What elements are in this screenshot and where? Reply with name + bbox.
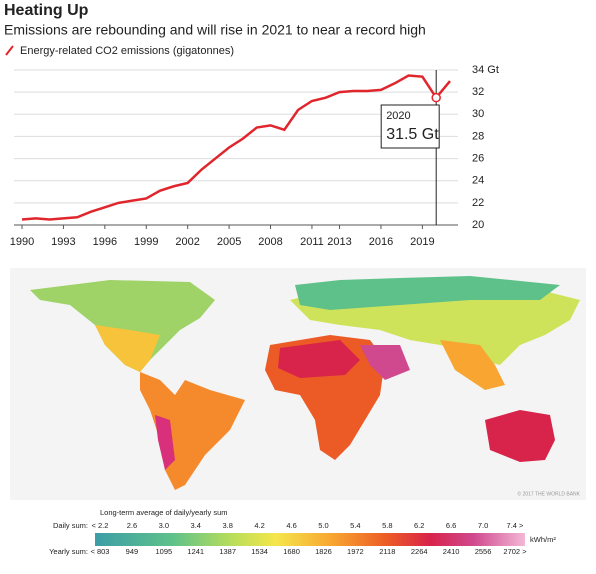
legend-label: Energy-related CO2 emissions (gigatonnes… bbox=[20, 45, 234, 57]
annotation-text: 31.5 Gt bbox=[386, 126, 439, 143]
x-tick-label: 2013 bbox=[327, 236, 351, 248]
yearly-tick-label: 2556 bbox=[475, 547, 492, 556]
unit: kWh/m² bbox=[530, 535, 556, 544]
us-south bbox=[95, 325, 160, 372]
x-tick-label: 2011 bbox=[300, 236, 324, 248]
color-scale bbox=[95, 533, 525, 546]
y-tick-label: 32 bbox=[472, 86, 484, 98]
yearly-tick-label: 1972 bbox=[347, 547, 364, 556]
daily-tick-label: 6.6 bbox=[446, 521, 456, 530]
daily-tick-label: 4.2 bbox=[254, 521, 264, 530]
x-tick-label: 1993 bbox=[51, 236, 75, 248]
legend-swatch bbox=[5, 45, 14, 56]
yearly-tick-label: 2410 bbox=[443, 547, 460, 556]
north-america bbox=[30, 280, 215, 372]
y-tick-label: 26 bbox=[472, 152, 484, 164]
x-tick-label: 2002 bbox=[175, 236, 199, 248]
y-tick-label: 20 bbox=[472, 219, 484, 231]
map: © 2017 THE WORLD BANK bbox=[10, 268, 586, 500]
y-tick-label: 30 bbox=[472, 108, 484, 120]
andes bbox=[155, 415, 175, 470]
y-tick-label: 22 bbox=[472, 197, 484, 209]
daily-tick-label: 4.6 bbox=[286, 521, 296, 530]
arabia bbox=[360, 345, 410, 380]
daily-tick-label: < 2.2 bbox=[92, 521, 109, 530]
daily-tick-label: 5.4 bbox=[350, 521, 360, 530]
yearly-tick-label: 2118 bbox=[379, 547, 395, 556]
daily-tick-label: 2.6 bbox=[127, 521, 137, 530]
yearly-label: Yearly sum: bbox=[49, 547, 88, 556]
annotation-title: 2020 bbox=[386, 110, 410, 122]
yearly-tick-label: 949 bbox=[126, 547, 139, 556]
yearly-tick-label: 1680 bbox=[283, 547, 300, 556]
daily-tick-label: 7.0 bbox=[478, 521, 488, 530]
daily-tick-label: 3.4 bbox=[191, 521, 201, 530]
daily-tick-label: 5.0 bbox=[318, 521, 328, 530]
legend-title: Long-term average of daily/yearly sum bbox=[100, 508, 228, 517]
daily-tick-label: 6.2 bbox=[414, 521, 424, 530]
x-tick-label: 2008 bbox=[258, 236, 282, 248]
title: Heating Up bbox=[4, 2, 89, 19]
yearly-tick-label: 2264 bbox=[411, 547, 428, 556]
yearly-tick-label: < 803 bbox=[91, 547, 110, 556]
annotation-box bbox=[380, 104, 440, 149]
daily-tick-label: 3.0 bbox=[159, 521, 169, 530]
y-tick-label: 24 bbox=[472, 175, 484, 187]
y-tick-label: 34 Gt bbox=[472, 64, 499, 76]
x-tick-label: 2005 bbox=[217, 236, 241, 248]
yearly-tick-label: 1534 bbox=[251, 547, 268, 556]
subtitle: Emissions are rebounding and will rise i… bbox=[4, 22, 426, 38]
sahara bbox=[278, 340, 360, 378]
yearly-tick-label: 1387 bbox=[219, 547, 236, 556]
map-credit: © 2017 THE WORLD BANK bbox=[518, 490, 581, 497]
daily-tick-label: 3.8 bbox=[222, 521, 232, 530]
daily-tick-label: 7.4 > bbox=[507, 521, 525, 530]
x-tick-label: 1996 bbox=[93, 236, 117, 248]
x-tick-label: 2019 bbox=[410, 236, 434, 248]
x-tick-label: 1999 bbox=[134, 236, 158, 248]
daily-label: Daily sum: bbox=[53, 521, 88, 530]
daily-tick-label: 5.8 bbox=[382, 521, 392, 530]
south-asia bbox=[440, 340, 505, 390]
x-tick-label: 1990 bbox=[10, 236, 34, 248]
x-tick-label: 2016 bbox=[369, 236, 393, 248]
yearly-tick-label: 1241 bbox=[187, 547, 204, 556]
north-asia bbox=[295, 276, 560, 310]
yearly-tick-label: 1826 bbox=[315, 547, 332, 556]
line bbox=[21, 74, 451, 221]
yearly-tick-label: 1095 bbox=[156, 547, 173, 556]
y-tick-label: 28 bbox=[472, 130, 484, 142]
yearly-tick-label: 2702 > bbox=[503, 547, 527, 556]
australia bbox=[485, 410, 555, 462]
annotation-point bbox=[431, 92, 441, 103]
